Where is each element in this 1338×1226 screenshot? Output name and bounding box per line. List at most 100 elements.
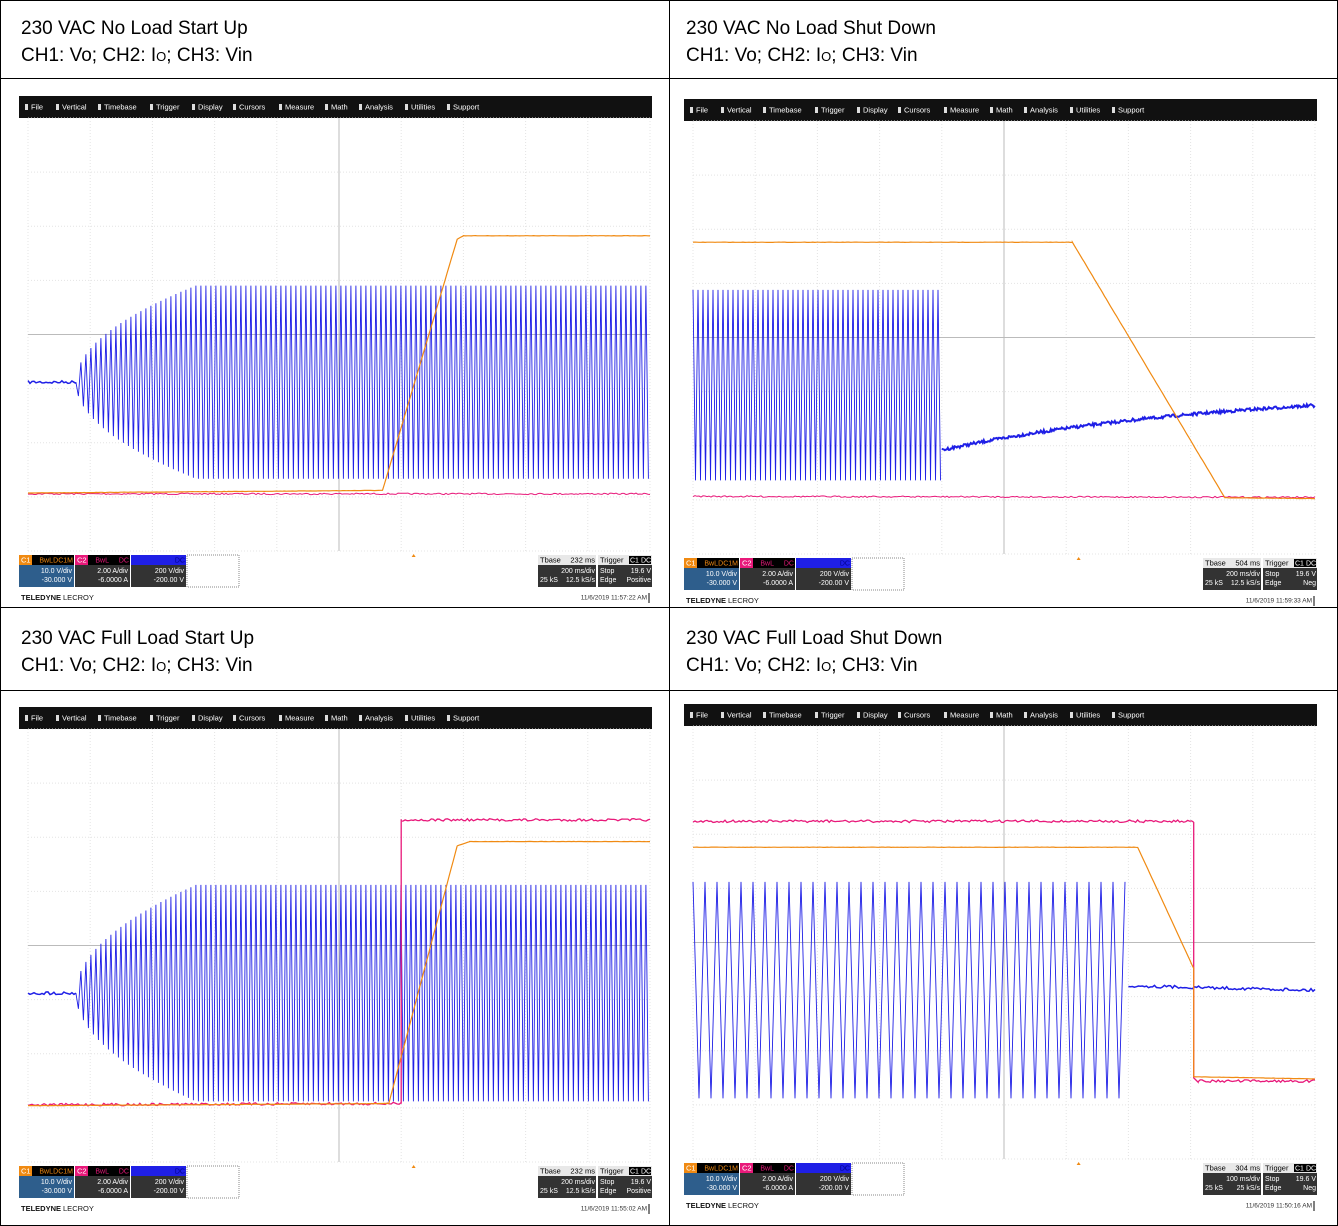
channel-tag: DC — [840, 560, 850, 567]
menu-item: Math — [996, 105, 1013, 114]
trigger-source: C1 — [630, 557, 639, 564]
channel-offset: -200.00 V — [154, 1188, 185, 1195]
menu-item: Vertical — [62, 713, 87, 722]
cell-header: 230 VAC Full Load Shut DownCH1: Vo; CH2:… — [686, 625, 1326, 680]
trigger-coupling: DC — [1306, 1165, 1316, 1172]
menu-icon — [990, 107, 993, 113]
cell-header: 230 VAC No Load Start UpCH1: Vo; CH2: IO… — [21, 15, 661, 70]
channel-tag: BwL — [39, 1168, 53, 1175]
channel-offset: -200.00 V — [154, 577, 185, 584]
timestamp: 11/6/2019 11:57:22 AM — [581, 595, 647, 602]
channel-name: C1 — [686, 558, 696, 567]
menu-item: Analysis — [365, 713, 393, 722]
menu-icon — [233, 104, 236, 110]
trigger-coupling: DC — [641, 1168, 651, 1175]
channel-offset: -200.00 V — [819, 580, 850, 587]
brand-part: TELEDYNE — [21, 593, 61, 602]
sample-count: 25 kS — [540, 1188, 558, 1195]
timestamp: 11/6/2019 11:50:16 AM — [1246, 1203, 1312, 1210]
channel-tag: DC — [119, 557, 129, 564]
channel-scale: 200 V/div — [155, 568, 185, 575]
menu-icon — [898, 107, 901, 113]
menu-icon — [944, 107, 947, 113]
menu-icon — [1070, 107, 1073, 113]
cell-title: 230 VAC Full Load Shut Down — [686, 625, 1326, 652]
channel-scale: 2.00 A/div — [97, 1179, 128, 1186]
time-per-div: 200 ms/div — [561, 1179, 595, 1186]
trigger-marker — [1077, 557, 1081, 560]
channel-scale: 2.00 A/div — [762, 1176, 793, 1183]
menu-icon — [1070, 712, 1073, 718]
channel-offset: -200.00 V — [819, 1185, 850, 1192]
menu-item: File — [696, 710, 708, 719]
trigger-coupling: DC — [641, 557, 651, 564]
cell-subtitle: CH1: Vo; CH2: IO; CH3: Vin — [686, 652, 1326, 680]
trigger-label: Trigger — [600, 1166, 624, 1175]
menu-item: Display — [198, 713, 223, 722]
trigger-type: Edge — [1265, 580, 1281, 587]
menu-icon — [325, 104, 328, 110]
tbase-label: Tbase — [540, 555, 561, 564]
channel-tag: BwL — [39, 557, 53, 564]
channel-tag: DC — [840, 1165, 850, 1172]
channel-tag: BwL — [704, 560, 718, 567]
cell-header: 230 VAC No Load Shut DownCH1: Vo; CH2: I… — [686, 15, 1326, 70]
subtitle-part: CH1: Vo; CH2: I — [686, 45, 821, 66]
trigger-source: C1 — [1295, 560, 1304, 567]
menu-icon — [857, 712, 860, 718]
menu-item: Utilities — [411, 713, 435, 722]
trigger-level: 19.6 V — [631, 568, 652, 575]
subtitle-part: ; CH3: Vin — [831, 655, 917, 676]
channel-offset: -30.000 V — [707, 1185, 738, 1192]
trigger-label: Trigger — [1265, 558, 1289, 567]
empty-channel-slot — [187, 555, 239, 587]
channel-offset: -30.000 V — [42, 577, 73, 584]
trigger-label: Trigger — [600, 555, 624, 564]
page: 230 VAC No Load Start UpCH1: Vo; CH2: IO… — [0, 0, 1338, 1226]
channel-offset: -6.0000 A — [98, 577, 128, 584]
trigger-source: C1 — [630, 1168, 639, 1175]
channel-offset: -6.0000 A — [763, 1185, 793, 1192]
tbase-value: 304 ms — [1235, 1163, 1260, 1172]
menu-icon — [944, 712, 947, 718]
menu-icon — [763, 712, 766, 718]
menu-item: Vertical — [62, 102, 87, 111]
channel-scale: 200 V/div — [155, 1179, 185, 1186]
trigger-mode: Stop — [600, 1179, 615, 1186]
menu-icon — [279, 104, 282, 110]
menu-item: Cursors — [904, 105, 931, 114]
menu-item: File — [696, 105, 708, 114]
channel-tag: DC — [784, 1165, 794, 1172]
trigger-slope: Neg — [1303, 1185, 1316, 1192]
subtitle-part: O — [156, 49, 166, 64]
menu-icon — [98, 104, 101, 110]
brand-part: LECROY — [63, 593, 94, 602]
menu-item: Utilities — [411, 102, 435, 111]
brand-part: TELEDYNE — [686, 596, 726, 605]
channel-tag: BwL — [760, 1165, 774, 1172]
menu-item: Cursors — [904, 710, 931, 719]
menu-item: Cursors — [239, 713, 266, 722]
time-per-div: 200 ms/div — [561, 568, 595, 575]
cell-title: 230 VAC Full Load Start Up — [21, 625, 661, 652]
channel-name: C2 — [742, 1163, 752, 1172]
trigger-level: 19.6 V — [1296, 1176, 1317, 1183]
menu-icon — [1112, 712, 1115, 718]
channel-scale: 10.0 V/div — [706, 1176, 738, 1183]
tbase-value: 232 ms — [570, 555, 595, 564]
brand-part: TELEDYNE — [21, 1204, 61, 1213]
subtitle-part: CH1: Vo; CH2: I — [21, 45, 156, 66]
channel-offset: -30.000 V — [42, 1188, 73, 1195]
channel-tag: DC1M — [53, 557, 73, 564]
scope-screenshot: FileVerticalTimebaseTriggerDisplayCursor… — [19, 707, 652, 1219]
menu-item: Trigger — [821, 710, 845, 719]
subtitle-part: CH1: Vo; CH2: I — [686, 655, 821, 676]
menu-icon — [56, 715, 59, 721]
menu-item: Measure — [285, 102, 314, 111]
menu-item: Timebase — [769, 710, 802, 719]
trigger-slope: Neg — [1303, 580, 1316, 587]
subtitle-part: CH1: Vo; CH2: I — [21, 655, 156, 676]
menu-icon — [405, 715, 408, 721]
brand-part: LECROY — [63, 1204, 94, 1213]
